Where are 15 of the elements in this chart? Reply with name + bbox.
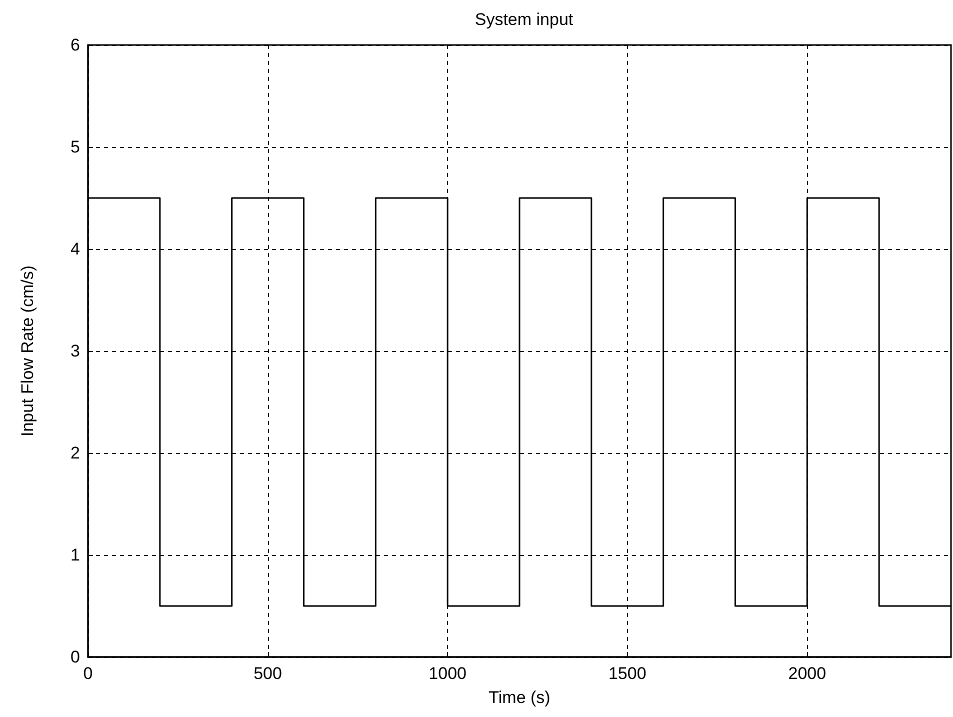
y-tick-label: 4 — [70, 240, 80, 258]
y-tick-label: 3 — [70, 342, 80, 360]
y-tick-label: 5 — [70, 138, 80, 156]
x-axis-title: Time (s) — [488, 688, 550, 707]
x-tick-label: 1500 — [608, 664, 646, 683]
y-tick-label: 0 — [70, 648, 80, 666]
y-tick-label: 1 — [70, 546, 80, 564]
x-tick-label: 500 — [254, 664, 282, 683]
y-tick-label: 6 — [70, 36, 80, 54]
chart-title: System input — [474, 10, 574, 29]
y-tick-label: 2 — [70, 444, 80, 462]
x-tick-label: 1000 — [428, 664, 466, 683]
x-tick-label: 2000 — [788, 664, 826, 683]
x-tick-label: 0 — [83, 664, 93, 683]
y-axis-title: Input Flow Rate (cm/s) — [18, 266, 37, 436]
